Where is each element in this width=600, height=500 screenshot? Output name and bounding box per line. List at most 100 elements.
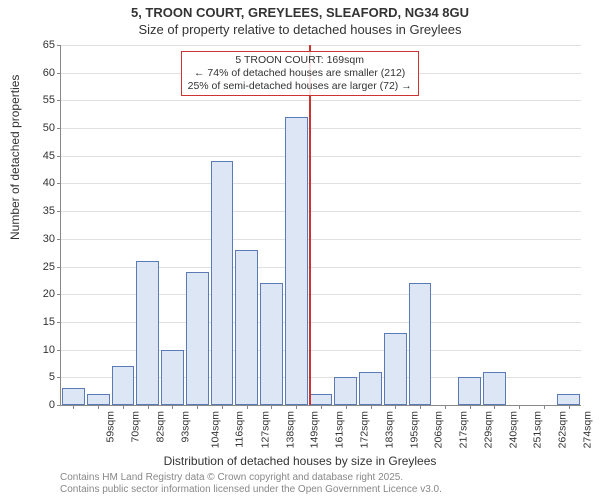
xtick-mark [519,405,520,409]
xtick-label: 195sqm [408,411,420,448]
xtick-mark [346,405,347,409]
title-sub: Size of property relative to detached ho… [0,22,600,37]
marker-line [309,45,311,405]
plot-area: 0510152025303540455055606559sqm70sqm82sq… [60,45,581,406]
bar [334,377,357,405]
xtick-label: 116sqm [234,411,246,448]
xtick-label: 217sqm [457,411,469,448]
xtick-mark [371,405,372,409]
ytick-label: 65 [43,39,55,51]
ytick-label: 60 [43,67,55,79]
xtick-label: 149sqm [309,411,321,448]
attribution-text: Contains HM Land Registry data © Crown c… [60,472,442,496]
bar [310,394,333,405]
xtick-mark [395,405,396,409]
attribution-line1: Contains HM Land Registry data © Crown c… [60,472,442,484]
xtick-label: 82sqm [154,411,166,443]
ytick-mark [57,239,61,240]
bar [458,377,481,405]
bar [359,372,382,405]
bar [87,394,110,405]
xtick-mark [544,405,545,409]
bar [112,366,135,405]
ytick-mark [57,294,61,295]
xtick-mark [98,405,99,409]
grid-line [61,100,581,101]
attribution-line2: Contains public sector information licen… [60,484,442,496]
xtick-label: 240sqm [507,411,519,448]
xtick-label: 138sqm [284,411,296,448]
ytick-mark [57,183,61,184]
ytick-mark [57,73,61,74]
ytick-label: 35 [43,205,55,217]
bar [62,388,85,405]
xtick-label: 251sqm [532,411,544,448]
xtick-mark [172,405,173,409]
ytick-label: 20 [43,288,55,300]
ytick-mark [57,377,61,378]
ytick-label: 25 [43,261,55,273]
ytick-mark [57,405,61,406]
bar [235,250,258,405]
xtick-mark [569,405,570,409]
bar [285,117,308,405]
y-axis-label: Number of detached properties [8,75,22,240]
title-main: 5, TROON COURT, GREYLEES, SLEAFORD, NG34… [0,5,600,20]
bar [136,261,159,405]
xtick-label: 274sqm [581,411,593,448]
xtick-label: 206sqm [433,411,445,448]
xtick-label: 127sqm [259,411,271,448]
xtick-mark [222,405,223,409]
xtick-mark [148,405,149,409]
xtick-mark [247,405,248,409]
ytick-label: 30 [43,233,55,245]
ytick-label: 5 [49,371,55,383]
bar [557,394,580,405]
bar [409,283,432,405]
xtick-mark [271,405,272,409]
xtick-mark [470,405,471,409]
annotation-line1: 5 TROON COURT: 169sqm [188,54,412,67]
ytick-mark [57,267,61,268]
ytick-label: 45 [43,150,55,162]
xtick-mark [445,405,446,409]
grid-line [61,211,581,212]
xtick-label: 59sqm [105,411,117,443]
xtick-mark [420,405,421,409]
annotation-line2: ← 74% of detached houses are smaller (21… [188,67,412,80]
grid-line [61,128,581,129]
annotation-box: 5 TROON COURT: 169sqm← 74% of detached h… [181,51,419,96]
annotation-line3: 25% of semi-detached houses are larger (… [188,80,412,93]
ytick-mark [57,350,61,351]
xtick-mark [321,405,322,409]
ytick-mark [57,45,61,46]
xtick-mark [197,405,198,409]
bar [260,283,283,405]
x-axis-label: Distribution of detached houses by size … [0,454,600,468]
bar [186,272,209,405]
ytick-mark [57,322,61,323]
xtick-label: 229sqm [482,411,494,448]
ytick-mark [57,211,61,212]
ytick-label: 40 [43,177,55,189]
xtick-label: 262sqm [556,411,568,448]
grid-line [61,45,581,46]
ytick-mark [57,100,61,101]
xtick-label: 70sqm [130,411,142,443]
chart-container: 5, TROON COURT, GREYLEES, SLEAFORD, NG34… [0,0,600,500]
grid-line [61,156,581,157]
ytick-label: 50 [43,122,55,134]
ytick-label: 15 [43,316,55,328]
xtick-label: 183sqm [383,411,395,448]
xtick-mark [494,405,495,409]
xtick-mark [73,405,74,409]
ytick-label: 10 [43,344,55,356]
bar [211,161,234,405]
bar [483,372,506,405]
xtick-label: 93sqm [179,411,191,443]
ytick-mark [57,156,61,157]
bar [161,350,184,405]
ytick-label: 55 [43,94,55,106]
xtick-mark [296,405,297,409]
grid-line [61,239,581,240]
